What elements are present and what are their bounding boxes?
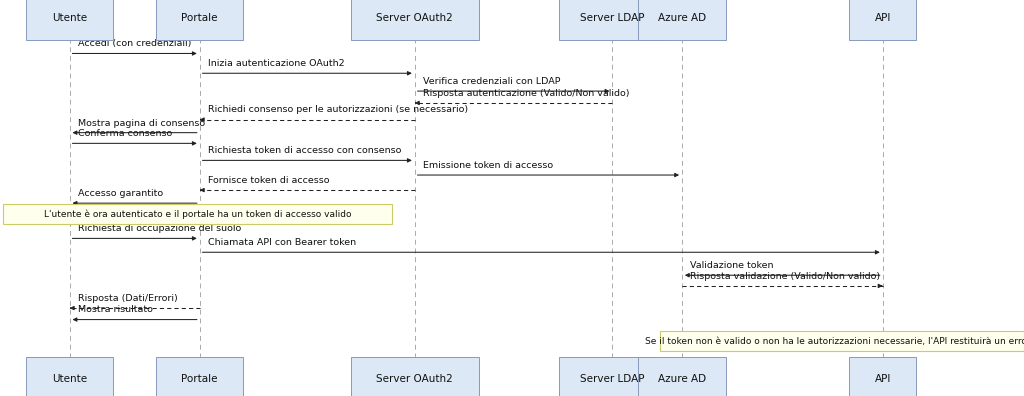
- Text: Portale: Portale: [181, 374, 218, 385]
- Text: Risposta (Dati/Errori): Risposta (Dati/Errori): [78, 294, 177, 303]
- FancyBboxPatch shape: [350, 0, 479, 40]
- FancyBboxPatch shape: [850, 357, 916, 396]
- Text: Emissione token di accesso: Emissione token di accesso: [423, 161, 553, 170]
- FancyBboxPatch shape: [156, 357, 244, 396]
- Text: Se il token non è valido o non ha le autorizzazioni necessarie, l'API restituirà: Se il token non è valido o non ha le aut…: [645, 337, 1024, 346]
- Text: Utente: Utente: [52, 13, 87, 23]
- Text: Risposta validazione (Valido/Non valido): Risposta validazione (Valido/Non valido): [690, 272, 881, 281]
- Text: API: API: [874, 374, 891, 385]
- FancyBboxPatch shape: [559, 357, 666, 396]
- Text: Richiesta di occupazione del suolo: Richiesta di occupazione del suolo: [78, 224, 241, 233]
- Text: Validazione token: Validazione token: [690, 261, 774, 270]
- Text: Azure AD: Azure AD: [658, 13, 706, 23]
- Text: Server OAuth2: Server OAuth2: [377, 374, 453, 385]
- Text: Azure AD: Azure AD: [658, 374, 706, 385]
- FancyBboxPatch shape: [156, 0, 244, 40]
- Text: L'utente è ora autenticato e il portale ha un token di accesso valido: L'utente è ora autenticato e il portale …: [44, 209, 351, 219]
- Text: Inizia autenticazione OAuth2: Inizia autenticazione OAuth2: [208, 59, 344, 68]
- Text: Risposta autenticazione (Valido/Non valido): Risposta autenticazione (Valido/Non vali…: [423, 89, 630, 98]
- Text: API: API: [874, 13, 891, 23]
- FancyBboxPatch shape: [27, 0, 113, 40]
- Text: Richiesta token di accesso con consenso: Richiesta token di accesso con consenso: [208, 146, 401, 155]
- FancyBboxPatch shape: [559, 0, 666, 40]
- Text: Accesso garantito: Accesso garantito: [78, 189, 163, 198]
- FancyBboxPatch shape: [850, 0, 916, 40]
- Text: Chiamata API con Bearer token: Chiamata API con Bearer token: [208, 238, 356, 247]
- Text: Richiedi consenso per le autorizzazioni (se necessario): Richiedi consenso per le autorizzazioni …: [208, 105, 468, 114]
- Text: Server OAuth2: Server OAuth2: [377, 13, 453, 23]
- FancyBboxPatch shape: [3, 204, 392, 224]
- FancyBboxPatch shape: [27, 357, 113, 396]
- Text: Portale: Portale: [181, 13, 218, 23]
- Text: Accedi (con credenziali): Accedi (con credenziali): [78, 39, 191, 48]
- Text: Mostra pagina di consenso: Mostra pagina di consenso: [78, 118, 205, 128]
- Text: Server LDAP: Server LDAP: [581, 13, 644, 23]
- Text: Utente: Utente: [52, 374, 87, 385]
- FancyBboxPatch shape: [660, 331, 1024, 351]
- FancyBboxPatch shape: [639, 357, 725, 396]
- FancyBboxPatch shape: [639, 0, 725, 40]
- Text: Mostra risultato: Mostra risultato: [78, 305, 153, 314]
- FancyBboxPatch shape: [350, 357, 479, 396]
- Text: Conferma consenso: Conferma consenso: [78, 129, 172, 138]
- Text: Verifica credenziali con LDAP: Verifica credenziali con LDAP: [423, 77, 560, 86]
- Text: Fornisce token di accesso: Fornisce token di accesso: [208, 176, 330, 185]
- Text: Server LDAP: Server LDAP: [581, 374, 644, 385]
